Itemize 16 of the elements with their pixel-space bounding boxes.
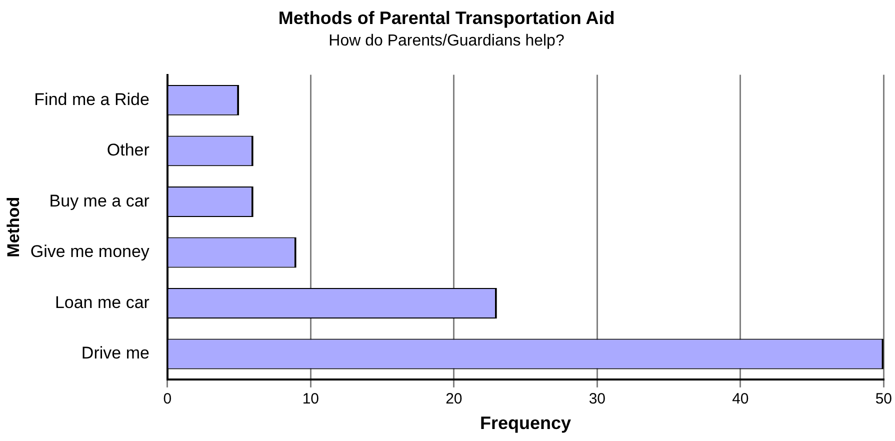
y-tick-label: Other xyxy=(106,140,150,160)
y-tick-label: Give me money xyxy=(30,242,150,262)
y-axis-title: Method xyxy=(4,196,23,258)
x-tick-label: 50 xyxy=(875,390,892,408)
chart-title: Methods of Parental Transportation Aid xyxy=(278,8,615,28)
y-tick-label: Buy me a car xyxy=(49,191,150,210)
y-tick-label: Drive me xyxy=(81,344,150,363)
x-tick-label: 30 xyxy=(588,390,606,408)
x-tick-label: 40 xyxy=(732,390,749,408)
x-tick-label: 0 xyxy=(163,390,172,408)
x-axis-title: Frequency xyxy=(480,413,572,434)
x-tick-label: 20 xyxy=(446,390,462,408)
x-tick-label: 10 xyxy=(302,390,320,408)
y-tick-label: Find me a Ride xyxy=(34,90,150,109)
y-tick-label: Loan me car xyxy=(54,292,150,312)
chart-subtitle: How do Parents/Guardians help? xyxy=(328,32,564,50)
